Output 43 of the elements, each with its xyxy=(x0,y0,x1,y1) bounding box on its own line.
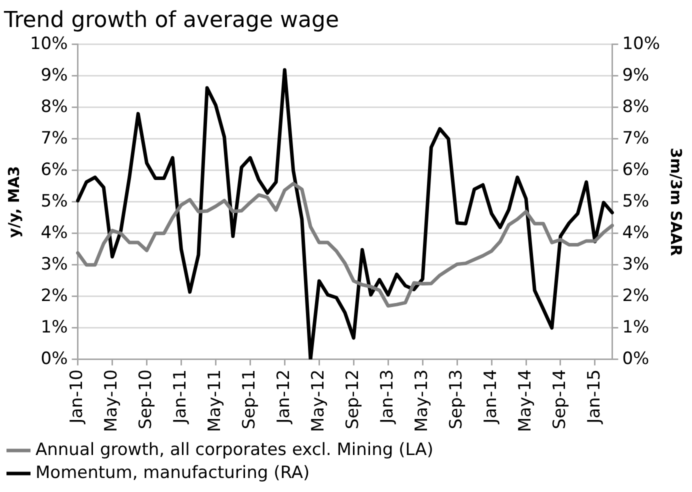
x-tick-label: Sep-10 xyxy=(136,369,156,430)
x-tick-label: Jan-12 xyxy=(274,369,294,424)
x-tick-label: Jan-11 xyxy=(170,369,191,424)
y-tick-label: 9% xyxy=(40,65,68,86)
y-tick-label: 2% xyxy=(40,286,68,306)
x-tick-label: Jan-15 xyxy=(584,369,604,424)
x-tick-label: Sep-14 xyxy=(550,369,570,430)
y-tick-label: 0% xyxy=(40,348,68,369)
y2-tick-label: 1% xyxy=(622,317,650,338)
y-tick-label: 7% xyxy=(40,128,68,148)
y2-axis-title: 3m/3m SAAR xyxy=(667,148,686,257)
y2-tick-label: 4% xyxy=(622,222,650,243)
y-axis-title: y/y, MA3 xyxy=(4,166,23,238)
legend-label: Annual growth, all corporates excl. Mining (LA) xyxy=(36,440,434,460)
y-tick-label: 8% xyxy=(40,96,68,117)
x-tick-label: Jan-13 xyxy=(378,369,398,424)
x-tick-label: May-10 xyxy=(102,369,122,432)
chart-title: Trend growth of average wage xyxy=(3,8,339,33)
x-tick-label: Sep-13 xyxy=(446,369,466,430)
x-tick-label: May-14 xyxy=(515,369,536,432)
x-tick-label: Jan-14 xyxy=(480,369,501,424)
x-tick-label: May-13 xyxy=(412,369,432,432)
y2-tick-label: 10% xyxy=(622,34,660,54)
y-tick-label: 1% xyxy=(40,317,68,338)
y2-tick-label: 7% xyxy=(622,128,650,148)
y2-tick-label: 2% xyxy=(622,286,650,306)
y-tick-label: 6% xyxy=(40,160,68,180)
y2-tick-label: 3% xyxy=(622,254,650,274)
legend-label: Momentum, manufacturing (RA) xyxy=(36,462,310,483)
y-tick-label: 3% xyxy=(40,254,68,274)
x-tick-label: Jan-10 xyxy=(67,369,88,424)
x-tick-label: May-12 xyxy=(308,369,329,432)
x-tick-label: Sep-12 xyxy=(343,369,364,430)
y2-tick-label: 5% xyxy=(622,191,650,212)
y2-tick-label: 0% xyxy=(622,348,650,369)
y2-tick-label: 9% xyxy=(622,65,650,86)
x-tick-label: Sep-11 xyxy=(240,369,260,430)
y-tick-label: 10% xyxy=(30,34,68,54)
x-tick-label: May-11 xyxy=(205,369,226,432)
y-tick-label: 5% xyxy=(40,191,68,212)
y-tick-label: 4% xyxy=(40,222,68,243)
y2-tick-label: 8% xyxy=(622,96,650,117)
y2-tick-label: 6% xyxy=(622,160,650,180)
